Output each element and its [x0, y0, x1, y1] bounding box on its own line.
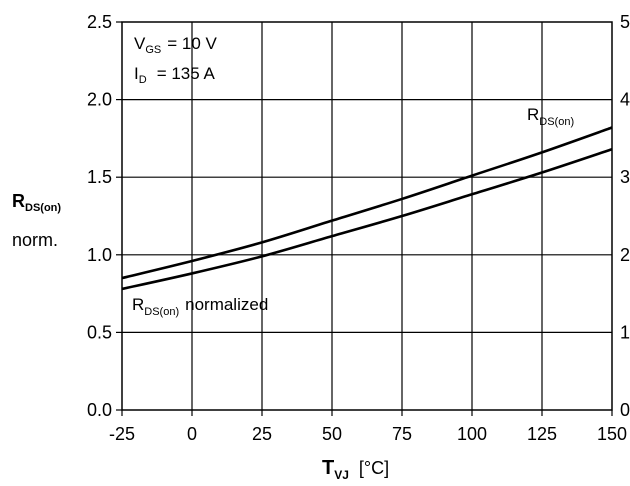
series-label-rdson-normalized: RDS(on) normalized	[132, 295, 268, 318]
x-tick-label: 75	[392, 424, 412, 444]
series-label-rdson: RDS(on)	[527, 105, 574, 128]
y-tick-label: 1.0	[87, 245, 112, 265]
x-tick-label: 150	[597, 424, 627, 444]
series-line-rdson	[121, 126, 613, 280]
annotation-vgs: VGS = 10 V	[134, 34, 218, 56]
y-axis-title-norm: norm.	[12, 230, 58, 250]
y-tick-label: 1.5	[87, 167, 112, 187]
right-y-tick-label: 5	[620, 12, 630, 32]
y-axis-ticks: 0.0 0.5 1.0 1.5 2.0 2.5	[87, 12, 122, 420]
x-axis-title: TVJ [°C]	[322, 457, 389, 482]
right-y-tick-label: 3	[620, 167, 630, 187]
plot-area-frame	[121, 21, 613, 411]
right-y-tick-label: 1	[620, 322, 630, 342]
annotation-id: ID = 135 A	[134, 64, 215, 86]
right-y-tick-label: 4	[620, 90, 630, 110]
series-lines	[121, 126, 613, 291]
right-axis-ticks: 0 1 2 3 4 5	[620, 12, 630, 420]
x-axis-ticks: -25 0 25 50 75 100 125 150	[109, 410, 627, 444]
y-tick-label: 0.0	[87, 400, 112, 420]
y-axis-title: RDS(on)	[12, 191, 61, 214]
series-line-rdson-normalized	[121, 148, 613, 291]
x-tick-label: 25	[252, 424, 272, 444]
x-tick-label: 125	[527, 424, 557, 444]
x-tick-label: -25	[109, 424, 135, 444]
x-tick-label: 0	[187, 424, 197, 444]
x-tick-label: 50	[322, 424, 342, 444]
right-y-tick-label: 0	[620, 400, 630, 420]
y-tick-label: 2.5	[87, 12, 112, 32]
x-tick-label: 100	[457, 424, 487, 444]
y-tick-label: 2.0	[87, 90, 112, 110]
y-tick-label: 0.5	[87, 322, 112, 342]
right-y-tick-label: 2	[620, 245, 630, 265]
